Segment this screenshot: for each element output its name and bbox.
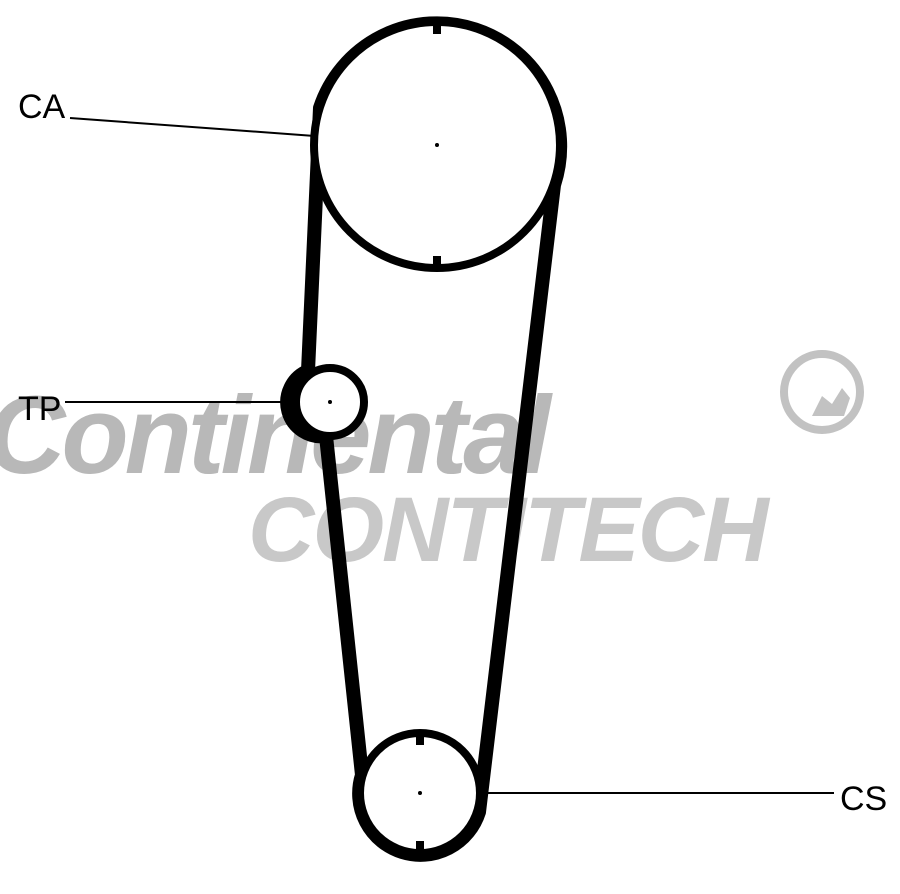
label-ca: CA: [18, 88, 65, 127]
belt-diagram: [0, 0, 900, 894]
diagram-stage: Continental CONTITECH CA TP CS: [0, 0, 900, 894]
label-cs: CS: [840, 780, 887, 819]
label-tp: TP: [18, 390, 61, 429]
